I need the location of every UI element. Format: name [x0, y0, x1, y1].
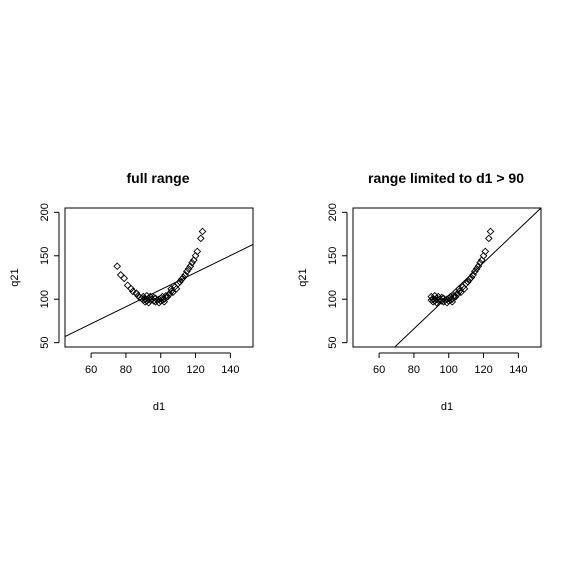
data-point — [167, 284, 176, 293]
panel-full-range: full range 60 80 100 120 140 d1 50 100 150 200 q21 — [9, 170, 254, 413]
x-tick-label: 60 — [373, 364, 385, 376]
y-axis-label: q21 — [297, 268, 309, 286]
data-point — [129, 287, 137, 296]
data-point — [146, 292, 155, 301]
y-tick-label: 200 — [327, 203, 339, 221]
data-point — [462, 279, 470, 288]
y-axis-label: q21 — [9, 268, 21, 286]
y-tick-label: 200 — [39, 203, 51, 221]
y-tick-label: 100 — [39, 290, 51, 308]
plot-frame — [64, 207, 254, 348]
data-point — [481, 247, 490, 256]
data-point — [198, 227, 207, 236]
x-tick-label: 80 — [408, 364, 420, 376]
data-point — [486, 227, 495, 236]
plot-frame — [352, 207, 542, 348]
x-tick-label: 140 — [221, 364, 239, 376]
data-point — [136, 293, 144, 302]
x-axis-label: d1 — [153, 401, 165, 413]
data-point — [472, 264, 481, 273]
data-point — [465, 275, 474, 284]
y-tick-label: 100 — [327, 290, 339, 308]
data-point — [113, 262, 122, 271]
data-point — [484, 234, 493, 243]
x-tick-label: 140 — [509, 364, 527, 376]
data-point — [453, 290, 462, 298]
data-point — [467, 273, 476, 282]
y-tick-label: 50 — [327, 337, 339, 349]
data-point — [179, 273, 188, 282]
data-point — [448, 297, 457, 306]
data-point — [434, 292, 443, 301]
x-tick-label: 60 — [85, 364, 97, 376]
data-point — [132, 289, 141, 297]
data-point — [176, 278, 184, 286]
data-point — [163, 292, 172, 301]
data-point — [177, 275, 186, 284]
data-point — [455, 284, 464, 293]
x-tick-label: 120 — [474, 364, 492, 376]
data-point — [188, 258, 196, 267]
data-point — [120, 274, 129, 283]
data-point — [165, 290, 174, 298]
data-point — [183, 267, 191, 276]
data-point — [174, 279, 182, 288]
data-point — [464, 278, 472, 286]
data-point — [476, 258, 484, 267]
panel-range-limited: range limited to d1 > 90 60 80 100 120 140 d1 5… — [297, 170, 542, 413]
x-axis-label: d1 — [441, 401, 453, 413]
y-tick-label: 50 — [39, 337, 51, 349]
data-point — [193, 247, 202, 256]
data-point — [450, 291, 458, 300]
y-tick-label: 150 — [327, 247, 339, 265]
chart-title: range limited to d1 > 90 — [368, 170, 524, 186]
data-point — [460, 284, 469, 293]
data-point — [451, 292, 460, 301]
data-point — [162, 291, 170, 300]
data-point — [196, 234, 205, 243]
regression-line — [65, 244, 253, 338]
data-point — [172, 284, 181, 293]
x-tick-label: 100 — [440, 364, 458, 376]
x-tick-label: 80 — [120, 364, 132, 376]
y-tick-label: 150 — [39, 247, 51, 265]
data-point — [184, 264, 193, 273]
data-point — [127, 284, 135, 293]
data-point — [160, 297, 169, 306]
x-tick-label: 120 — [186, 364, 204, 376]
x-tick-label: 100 — [152, 364, 170, 376]
data-point — [471, 267, 479, 276]
chart-title: full range — [126, 170, 189, 186]
